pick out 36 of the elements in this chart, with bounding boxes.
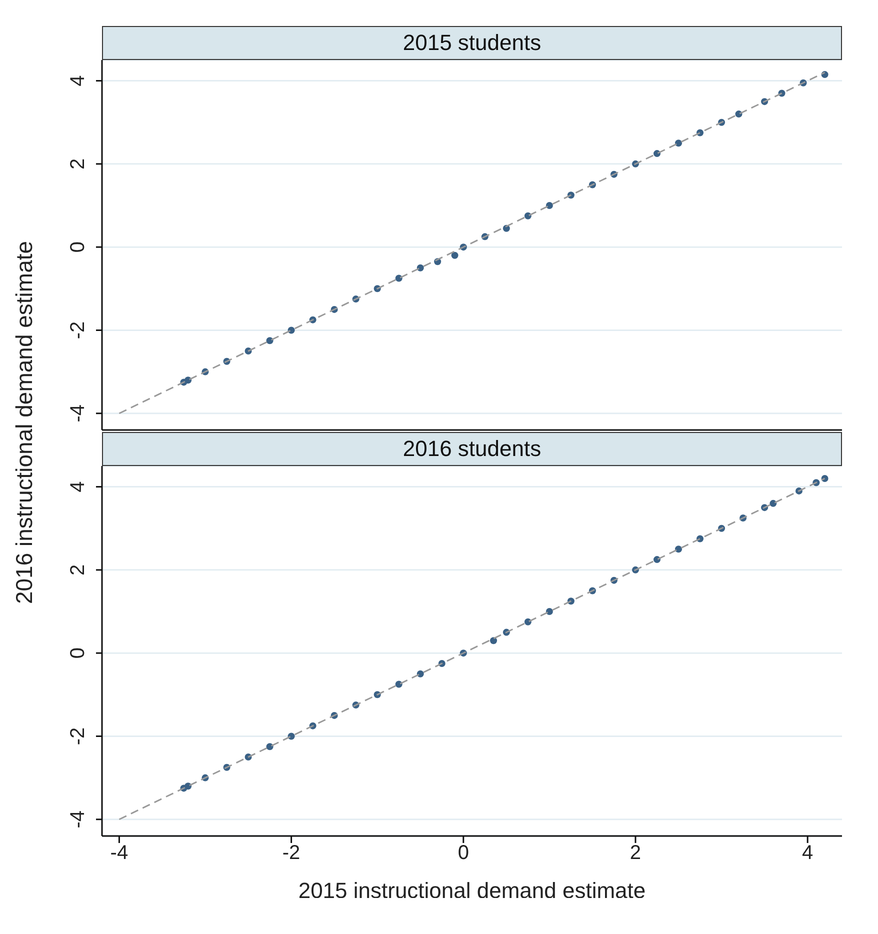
y-tick-label: -4 [67,404,89,422]
chart-title: 2015 students [102,26,842,60]
point [524,212,532,220]
y-tick-label: 4 [67,75,89,86]
point [451,252,458,259]
y-tick-label: 2 [67,564,89,576]
chart-title: 2016 students [102,432,842,466]
point [546,202,553,210]
x-axis-title: 2015 instructional demand estimate [298,878,646,903]
y-tick-label: 2 [67,158,89,170]
y-tick-label: -2 [67,321,89,340]
point [490,637,498,644]
x-tick-label: 0 [458,842,469,864]
x-tick-label: -4 [110,842,128,864]
y-tick-label: -2 [67,727,89,746]
point [770,500,777,507]
y-tick-label: -4 [67,810,89,828]
point [416,264,424,272]
x-tick-label: 2 [630,842,642,864]
point [184,376,192,384]
point [675,140,682,147]
point [266,743,274,750]
point [524,618,532,626]
y-tick-label: 4 [67,481,89,492]
y-tick-label: 0 [67,648,89,659]
x-tick-label: 4 [802,842,814,864]
point [395,274,402,282]
y-tick-label: 0 [67,242,89,253]
y-axis-title: 2016 instructional demand estimate [12,240,38,604]
point [416,670,424,678]
point [546,608,553,616]
point [184,782,192,790]
point [675,546,682,553]
point [266,337,274,344]
x-tick-label: -2 [282,842,300,864]
point [395,680,402,688]
